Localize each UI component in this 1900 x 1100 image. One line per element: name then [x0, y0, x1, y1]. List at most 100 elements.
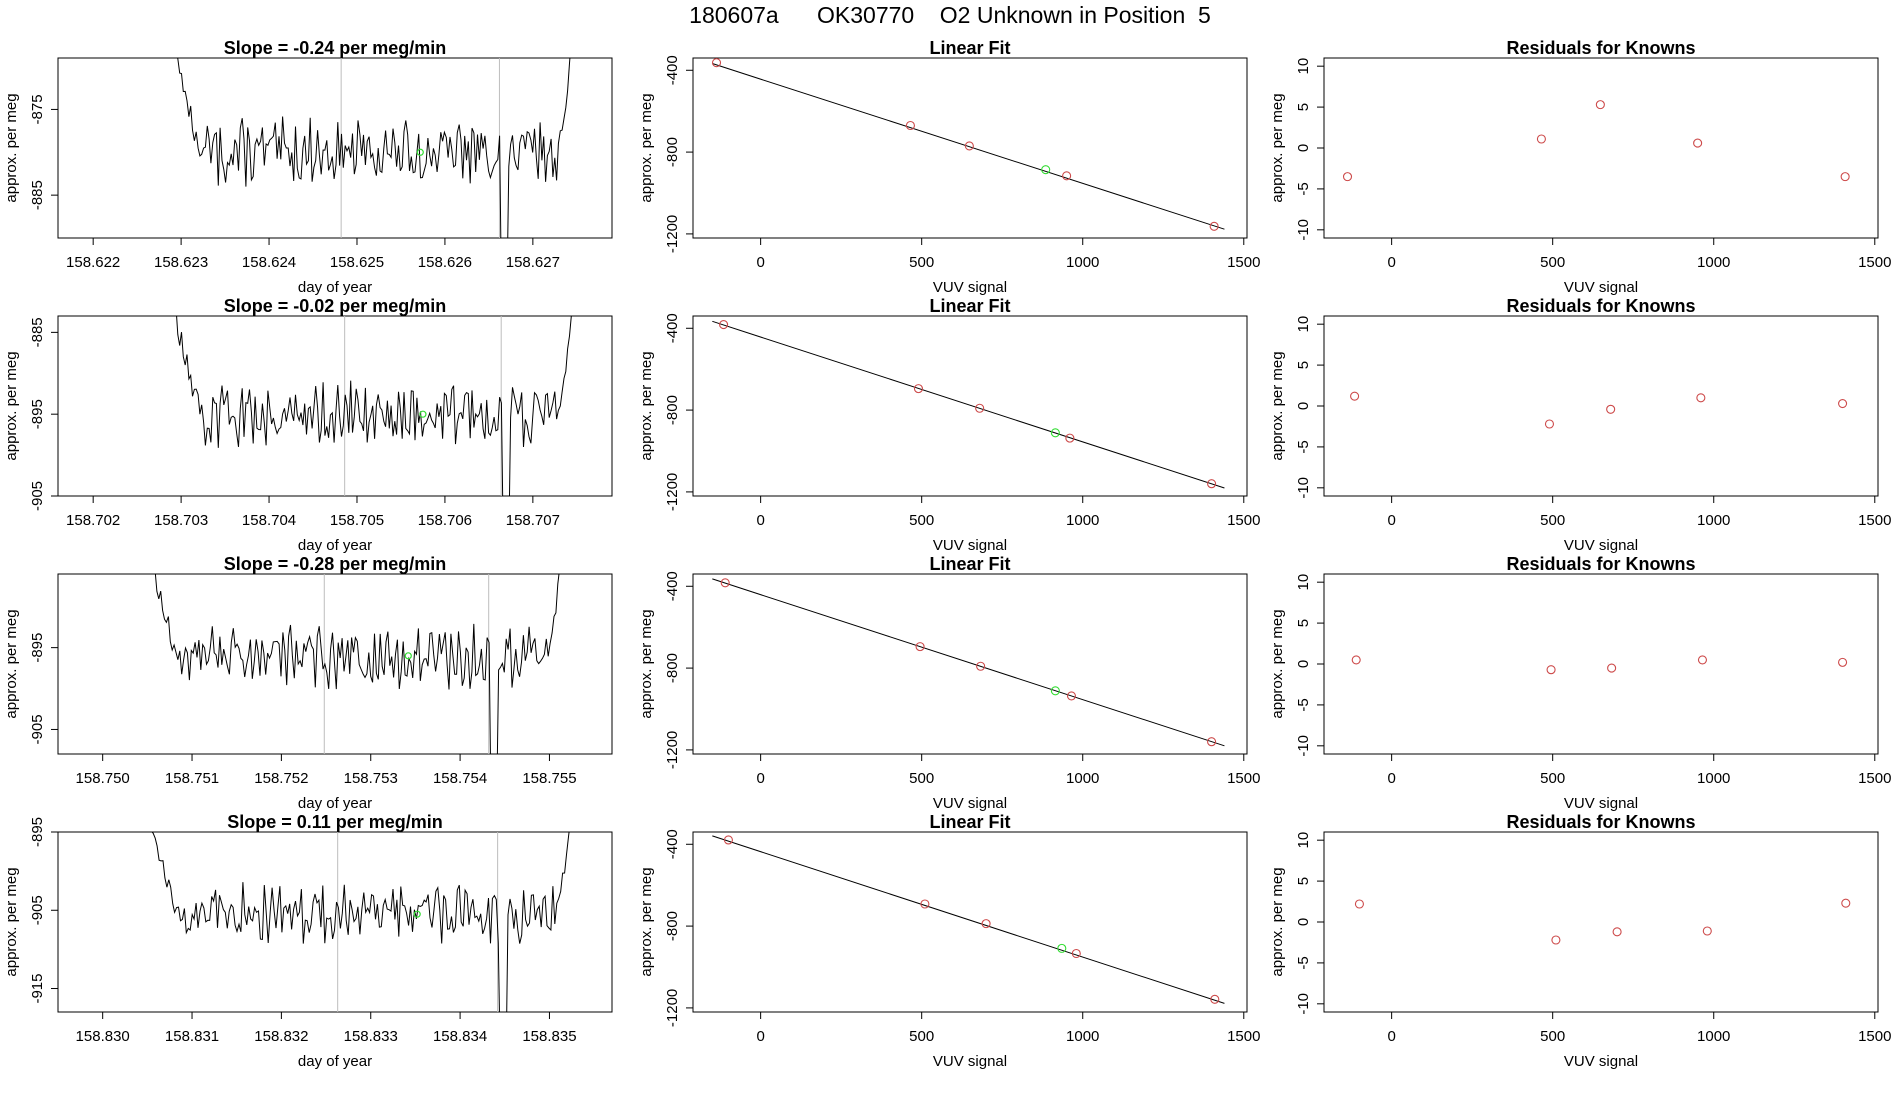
x-tick-label: 158.704	[242, 512, 296, 529]
known-point	[1209, 221, 1219, 231]
plot-frame	[692, 57, 1248, 239]
x-tick-label: 500	[909, 512, 934, 529]
y-axis-label: approx. per meg	[638, 609, 655, 718]
panel-r4-c2: Linear Fit VUV signal approx. per meg 0 500 1…	[638, 812, 1260, 1070]
x-tick-label: 0	[1387, 512, 1395, 529]
y-tick-label: 5	[1295, 361, 1312, 369]
x-tick-label: 500	[1540, 770, 1565, 787]
known-point	[981, 919, 991, 929]
y-tick-label: -875	[29, 94, 46, 124]
known-point	[711, 58, 722, 68]
plot-frame	[692, 315, 1248, 497]
time-series-line	[176, 316, 572, 496]
known-point	[1207, 479, 1217, 489]
x-tick-label: 1000	[1697, 770, 1730, 787]
y-axis-label: approx. per meg	[1269, 867, 1286, 976]
x-tick-label: 1500	[1227, 254, 1260, 271]
y-tick-label: 5	[1295, 877, 1312, 885]
known-point	[1210, 994, 1220, 1004]
x-tick-label: 158.752	[254, 770, 308, 787]
known-point	[913, 384, 924, 394]
x-tick-label: 500	[909, 770, 934, 787]
y-tick-label: 0	[1295, 660, 1312, 668]
known-point	[720, 578, 730, 588]
fit-line	[712, 63, 1225, 230]
residual-point	[1342, 172, 1353, 182]
x-tick-label: 158.751	[165, 770, 219, 787]
plot-title: Residuals for Knowns	[1506, 812, 1695, 832]
x-tick-label: 1000	[1066, 512, 1099, 529]
x-tick-label: 0	[1387, 254, 1395, 271]
y-tick-label: -5	[1295, 440, 1312, 453]
plot-title: Residuals for Knowns	[1506, 38, 1695, 58]
known-point	[1071, 948, 1081, 959]
x-tick-label: 158.624	[242, 254, 296, 271]
panel-r2-c3: Residuals for Knowns VUV signal approx. pe…	[1269, 296, 1891, 554]
time-series-line	[176, 58, 571, 238]
x-tick-label: 1000	[1697, 512, 1730, 529]
x-tick-label: 1500	[1858, 512, 1891, 529]
y-tick-label: -800	[664, 911, 681, 941]
plot-frame	[1323, 573, 1879, 755]
x-tick-label: 158.750	[76, 770, 130, 787]
residual-point	[1595, 100, 1605, 110]
time-series-line	[154, 574, 560, 754]
known-point	[1065, 433, 1075, 443]
y-tick-label: -905	[29, 895, 46, 925]
unknown-point	[416, 148, 424, 156]
x-tick-label: 0	[1387, 1028, 1395, 1045]
y-tick-label: -1200	[664, 731, 681, 769]
x-tick-label: 1500	[1227, 1028, 1260, 1045]
y-axis-label: approx. per meg	[3, 93, 20, 202]
fit-line	[712, 835, 1225, 1004]
x-tick-label: 158.623	[154, 254, 208, 271]
y-tick-label: -905	[29, 714, 46, 744]
y-tick-label: -1200	[664, 215, 681, 253]
x-tick-label: 1000	[1066, 770, 1099, 787]
y-tick-label: -915	[29, 974, 46, 1004]
y-axis-label: approx. per meg	[638, 351, 655, 460]
x-tick-label: 158.706	[418, 512, 472, 529]
residual-point	[1841, 898, 1851, 908]
known-point	[1062, 171, 1072, 181]
y-tick-label: -10	[1295, 477, 1312, 499]
x-tick-label: 500	[909, 254, 934, 271]
residual-point	[1697, 655, 1708, 665]
x-tick-label: 158.835	[522, 1028, 576, 1045]
x-tick-label: 500	[1540, 254, 1565, 271]
plot-title: Slope = 0.11 per meg/min	[227, 812, 443, 832]
residual-point	[1551, 935, 1561, 945]
x-tick-label: 500	[909, 1028, 934, 1045]
plot-frame	[1323, 831, 1879, 1013]
y-tick-label: -1200	[664, 473, 681, 511]
fit-line	[712, 320, 1225, 489]
unknown-point	[1057, 943, 1067, 953]
y-tick-label: -895	[29, 817, 46, 847]
panel-r4-c1: Slope = 0.11 per meg/min day of year appro…	[3, 812, 613, 1070]
plot-title: Linear Fit	[929, 554, 1010, 574]
residual-point	[1351, 655, 1361, 665]
x-tick-label: 1500	[1858, 254, 1891, 271]
x-tick-label: 1500	[1227, 512, 1260, 529]
residual-point	[1544, 419, 1555, 429]
page-title: 180607a OK30770 O2 Unknown in Position 5	[689, 2, 1211, 28]
plot-frame	[57, 831, 613, 1013]
x-tick-label: 0	[756, 1028, 764, 1045]
panel-r3-c2: Linear Fit VUV signal approx. per meg 0 500 1…	[638, 554, 1260, 812]
panel-r2-c1: Slope = -0.02 per meg/min day of year appr…	[3, 296, 613, 554]
residual-point	[1546, 665, 1556, 675]
x-tick-label: 500	[1540, 1028, 1565, 1045]
plot-frame	[57, 57, 613, 239]
x-tick-label: 0	[1387, 770, 1395, 787]
y-tick-label: -895	[29, 633, 46, 663]
y-tick-label: 10	[1295, 58, 1312, 75]
panel-r3-c1: Slope = -0.28 per meg/min day of year appr…	[3, 554, 613, 812]
fit-line	[712, 578, 1225, 747]
residual-point	[1838, 657, 1848, 667]
known-point	[964, 141, 974, 151]
plot-frame	[57, 315, 613, 497]
y-axis-label: approx. per meg	[1269, 351, 1286, 460]
panel-r3-c3: Residuals for Knowns VUV signal approx. pe…	[1269, 554, 1891, 812]
known-point	[975, 403, 985, 413]
y-tick-label: -400	[664, 571, 681, 601]
